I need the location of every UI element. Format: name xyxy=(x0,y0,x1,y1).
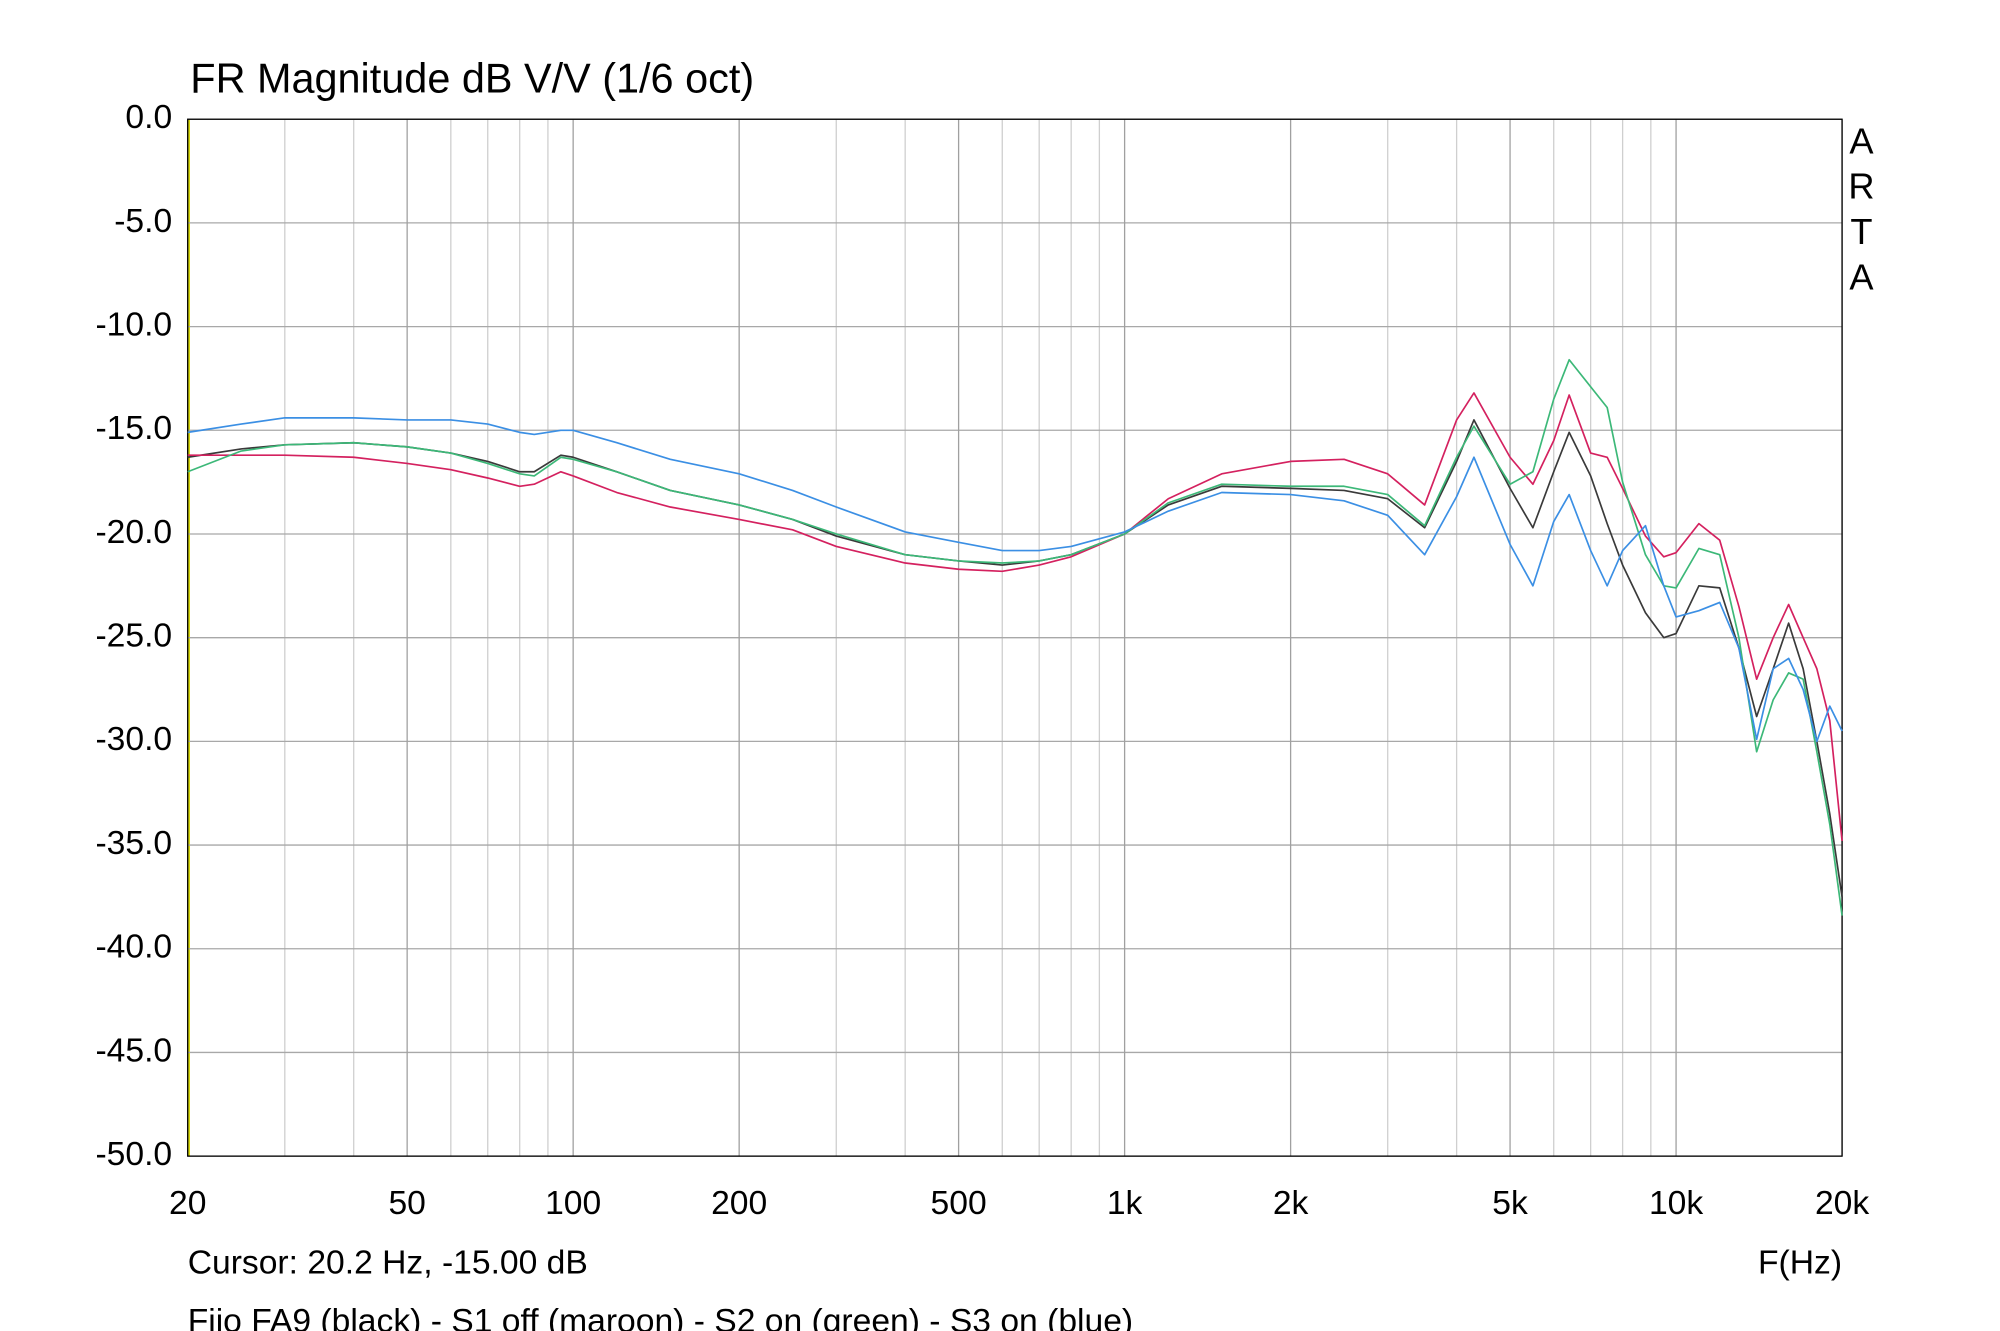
x-tick-label: 50 xyxy=(388,1185,425,1222)
y-tick-label: -30.0 xyxy=(95,721,172,758)
x-tick-label: 20k xyxy=(1815,1185,1869,1222)
y-tick-label: -20.0 xyxy=(95,514,172,551)
watermark-letter: A xyxy=(1849,256,1874,297)
x-tick-label: 20 xyxy=(169,1185,206,1222)
watermark-letter: R xyxy=(1848,166,1874,207)
watermark-letter: A xyxy=(1849,120,1874,161)
y-tick-label: -25.0 xyxy=(95,618,172,655)
y-tick-label: 0.0 xyxy=(125,99,172,136)
x-tick-label: 10k xyxy=(1649,1185,1703,1222)
y-tick-label: -45.0 xyxy=(95,1032,172,1069)
x-tick-label: 200 xyxy=(711,1185,767,1222)
chart-title: FR Magnitude dB V/V (1/6 oct) xyxy=(190,56,754,102)
y-tick-label: -15.0 xyxy=(95,410,172,447)
x-tick-label: 500 xyxy=(931,1185,987,1222)
x-tick-label: 5k xyxy=(1492,1185,1528,1222)
x-tick-label: 100 xyxy=(545,1185,601,1222)
x-tick-label: 2k xyxy=(1273,1185,1309,1222)
watermark-letter: T xyxy=(1850,211,1872,252)
y-tick-label: -5.0 xyxy=(114,203,172,240)
series-line xyxy=(187,392,1843,841)
series-line xyxy=(187,358,1843,916)
cursor-readout: Cursor: 20.2 Hz, -15.00 dB xyxy=(188,1245,588,1282)
series-line xyxy=(187,419,1843,898)
caption: Fiio FA9 (black) - S1 off (maroon) - S2 … xyxy=(188,1303,1133,1331)
y-tick-label: -40.0 xyxy=(95,929,172,966)
plot-frame xyxy=(187,118,1843,1157)
y-tick-label: -50.0 xyxy=(95,1136,172,1173)
x-tick-label: 1k xyxy=(1107,1185,1143,1222)
x-axis-label: F(Hz) xyxy=(1758,1245,1842,1282)
y-tick-label: -35.0 xyxy=(95,825,172,862)
series-line xyxy=(187,417,1843,743)
y-tick-label: -10.0 xyxy=(95,306,172,343)
